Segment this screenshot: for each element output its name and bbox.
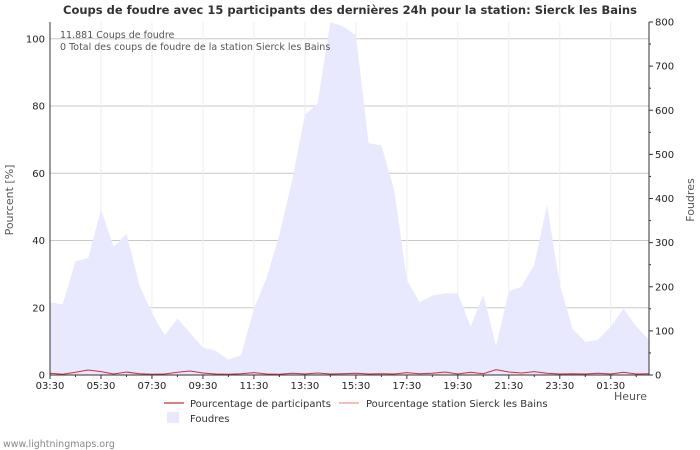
x-tick-label-05:30: 05:30 xyxy=(87,381,116,392)
x-tick-label-19:30: 19:30 xyxy=(443,381,472,392)
x-axis-label: Heure xyxy=(614,390,647,403)
y-tick-label-60: 60 xyxy=(32,169,45,180)
legend: Pourcentage de participants Pourcentage … xyxy=(164,399,548,425)
legend-label-station: Pourcentage station Sierck les Bains xyxy=(366,399,548,410)
y2-tick-label-800: 800 xyxy=(655,18,674,29)
y-tick-label-80: 80 xyxy=(32,102,45,113)
legend-swatch-foudres xyxy=(167,412,179,423)
x-tick-label-07:30: 07:30 xyxy=(138,381,167,392)
axes xyxy=(49,21,653,379)
x-tick-label-21:30: 21:30 xyxy=(494,381,523,392)
annotation-total-strikes: 11.881 Coups de foudre xyxy=(60,30,175,41)
x-tick-label-17:30: 17:30 xyxy=(392,381,421,392)
y-axis-label-right: Foudres xyxy=(684,178,697,222)
y-tick-label-40: 40 xyxy=(32,236,45,247)
annotation-station-strikes: 0 Total des coups de foudre de la statio… xyxy=(60,42,330,53)
x-tick-label-11:30: 11:30 xyxy=(240,381,269,392)
footer-source: www.lightningmaps.org xyxy=(3,439,115,450)
area-foudres xyxy=(50,22,649,375)
y2-tick-label-100: 100 xyxy=(655,326,674,337)
y2-tick-label-400: 400 xyxy=(655,194,674,205)
legend-label-foudres: Foudres xyxy=(190,414,229,425)
x-tick-label-03:30: 03:30 xyxy=(36,381,65,392)
chart-title: Coups de foudre avec 15 participants des… xyxy=(63,3,637,17)
x-tick-label-09:30: 09:30 xyxy=(189,381,218,392)
y2-tick-label-600: 600 xyxy=(655,106,674,117)
y-tick-label-100: 100 xyxy=(26,34,45,45)
x-tick-label-15:30: 15:30 xyxy=(341,381,370,392)
y2-tick-label-200: 200 xyxy=(655,282,674,293)
x-tick-label-13:30: 13:30 xyxy=(290,381,319,392)
y-tick-label-20: 20 xyxy=(32,303,45,314)
y-tick-label-0: 0 xyxy=(39,371,45,382)
y2-tick-label-700: 700 xyxy=(655,62,674,73)
foudres-area-layer xyxy=(50,22,649,375)
y2-tick-label-0: 0 xyxy=(655,371,661,382)
line-participants-percentage xyxy=(49,369,650,375)
y-axis-label-left: Pourcent [%] xyxy=(3,165,16,236)
tick-labels: 0 20 40 60 80 100 0 100 200 300 400 500 600 700 800 03:… xyxy=(26,18,674,393)
y2-tick-label-300: 300 xyxy=(655,238,674,249)
x-tick-label-23:30: 23:30 xyxy=(545,381,574,392)
y2-tick-label-500: 500 xyxy=(655,150,674,161)
legend-label-participants: Pourcentage de participants xyxy=(190,399,331,410)
x-tick-label-01:30: 01:30 xyxy=(596,381,625,392)
